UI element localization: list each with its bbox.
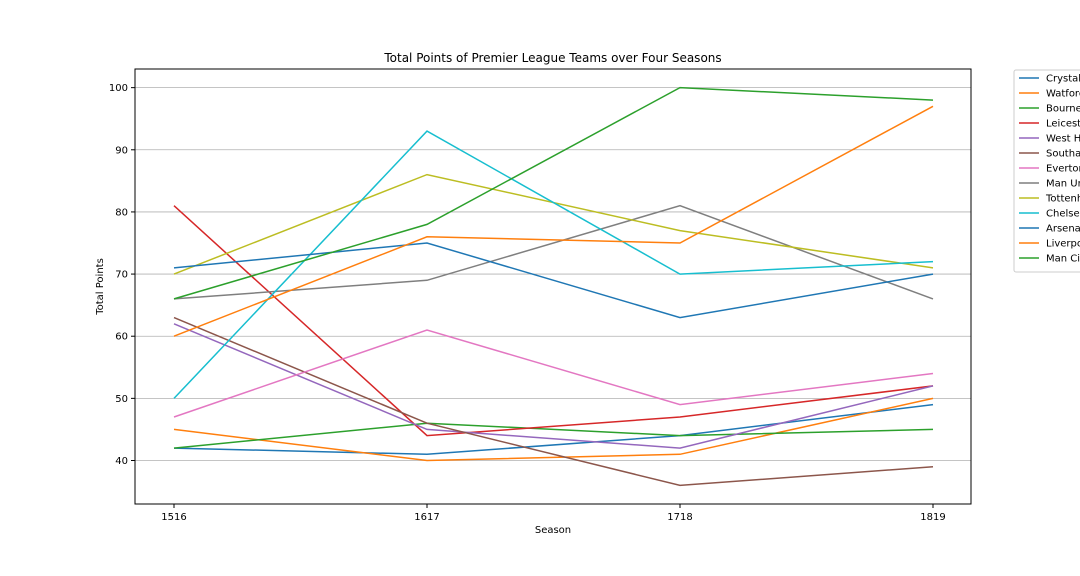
legend-label: Man United <box>1046 179 1080 190</box>
y-axis-label: Total Points <box>95 258 106 316</box>
y-tick-label: 50 <box>115 394 128 405</box>
legend-label: Arsenal <box>1046 224 1080 235</box>
x-tick-label: 1617 <box>414 512 439 523</box>
series-line <box>173 316 934 487</box>
series-line <box>173 403 934 456</box>
x-tick-label: 1718 <box>667 512 692 523</box>
y-tick-label: 90 <box>115 145 128 156</box>
series-line <box>173 130 934 399</box>
y-tick-label: 80 <box>115 207 128 218</box>
legend-label: Bournemouth <box>1046 104 1080 115</box>
legend-box <box>1013 69 1080 273</box>
series-line <box>173 323 934 449</box>
legend-label: Watford <box>1046 89 1080 100</box>
y-tick-label: 60 <box>115 332 128 343</box>
y-tick-label: 40 <box>115 456 128 467</box>
legend-label: Liverpool <box>1046 239 1080 250</box>
series-line <box>173 86 934 300</box>
legend-label: Man City <box>1046 254 1080 265</box>
legend-label: Crystal Palace <box>1046 74 1080 85</box>
y-tick-label: 100 <box>109 83 128 94</box>
legend-label: Chelsea <box>1046 209 1080 220</box>
series-line <box>173 329 934 418</box>
x-tick-label: 1819 <box>920 512 945 523</box>
series-line <box>173 422 934 449</box>
legend-label: West Ham <box>1046 134 1080 145</box>
x-axis-ticks: 1516 1617 1718 1819 <box>161 504 946 523</box>
legend: Crystal Palace Watford Bournemouth Leiceste… <box>1013 69 1080 273</box>
series-line <box>173 205 934 437</box>
chart-title: Total Points of Premier League Teams ove… <box>383 51 721 65</box>
x-tick-label: 1516 <box>161 512 186 523</box>
legend-label: Everton <box>1046 164 1080 175</box>
series-line <box>173 242 934 319</box>
plot-frame <box>134 68 972 505</box>
series-line <box>173 105 934 337</box>
legend-label: Leicester <box>1046 119 1080 130</box>
y-axis-ticks: 40 50 60 70 80 90 100 <box>109 83 135 467</box>
x-axis-label: Season <box>535 525 571 536</box>
series-line <box>173 204 934 300</box>
legend-label: Southampton <box>1046 149 1080 160</box>
legend-label: Tottenham <box>1045 194 1080 205</box>
gridlines <box>135 87 971 461</box>
series-line <box>173 173 934 275</box>
series-lines <box>173 86 934 487</box>
series-line <box>173 397 934 462</box>
y-tick-label: 70 <box>115 270 128 281</box>
